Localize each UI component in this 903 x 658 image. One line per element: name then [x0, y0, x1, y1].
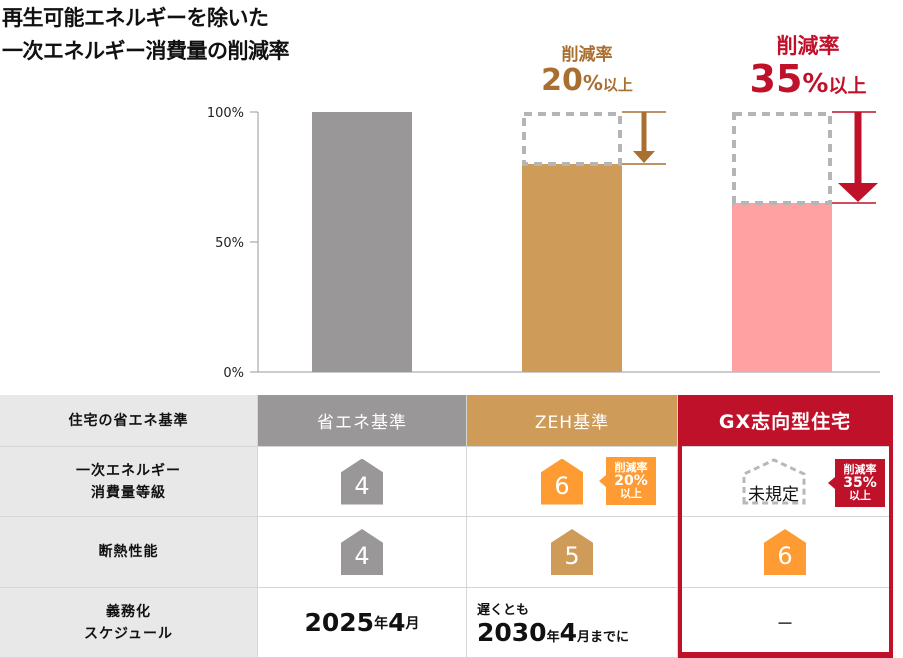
- callout-suffix: 以上: [602, 76, 633, 94]
- month: 4: [388, 608, 406, 637]
- energy-grade-zeh: 6 削減率 20% 以上: [467, 447, 678, 517]
- title-line-2: 一次エネルギー消費量の削減率: [2, 39, 290, 63]
- callout-value: 20: [541, 63, 583, 98]
- row-label-insulation: 断熱性能: [0, 517, 258, 588]
- house-grade-icon: 4: [341, 529, 383, 575]
- house-grade-icon: 4: [341, 458, 383, 505]
- callout-unit: %: [802, 69, 829, 99]
- y-tick-label: 50%: [215, 236, 244, 251]
- badge-label: 削減率: [843, 463, 877, 476]
- reduction-arrow-shaft: [641, 112, 647, 151]
- bar-chart: 0% 50% 100%: [207, 106, 880, 381]
- unspecified-label: 未規定: [748, 485, 799, 505]
- year: 2025: [304, 608, 375, 637]
- badge-label: 削減率: [614, 461, 648, 474]
- bar-1: [312, 112, 412, 372]
- chart-title: 再生可能エネルギーを除いた 一次エネルギー消費量の削減率: [2, 2, 290, 68]
- reduction-arrow-head: [633, 151, 655, 163]
- schedule-prefix: 遅くとも: [477, 602, 530, 618]
- y-tick-label: 0%: [223, 366, 244, 381]
- insulation-gx: 6: [678, 517, 893, 588]
- header-gx: GX志向型住宅: [678, 395, 893, 447]
- house-grade-icon: 6: [764, 529, 806, 575]
- dashed-house-icon: [742, 458, 806, 505]
- bar-2: [522, 164, 622, 372]
- schedule-zeh: 遅くとも 2030年4月までに: [467, 588, 678, 658]
- zeh-reduction-badge: 削減率 20% 以上: [599, 457, 656, 505]
- reduction-dashed-box: [522, 112, 622, 166]
- insulation-zeh: 5: [467, 517, 678, 588]
- reduction-arrow-head: [838, 183, 878, 202]
- reduction-dashed-box: [732, 112, 832, 205]
- standards-table: 住宅の省エネ基準 一次エネルギー 消費量等級 断熱性能 義務化 スケジュール 省…: [0, 395, 903, 658]
- badge-value: 20%: [614, 473, 648, 489]
- badge-suffix: 以上: [849, 489, 871, 502]
- energy-grade-standard: 4: [258, 447, 467, 517]
- schedule-standard: 2025 年 4 月: [258, 588, 467, 658]
- bar-3: [732, 203, 832, 372]
- callout-value: 35: [749, 57, 803, 101]
- gx-reduction-callout: 削減率 35%以上: [728, 30, 888, 99]
- year-suffix: 年: [374, 615, 389, 632]
- callout-suffix: 以上: [828, 75, 867, 97]
- insulation-standard: 4: [258, 517, 467, 588]
- row-label-schedule: 義務化 スケジュール: [0, 588, 258, 658]
- energy-grade-gx: 未規定 削減率 35% 以上: [678, 447, 893, 517]
- zeh-reduction-callout: 削減率 20%以上: [522, 40, 652, 97]
- badge-value: 35%: [843, 475, 877, 491]
- callout-unit: %: [582, 71, 603, 95]
- header-standard: 省エネ基準: [258, 395, 467, 447]
- house-grade-icon: 5: [551, 529, 593, 575]
- month: 4: [559, 617, 578, 647]
- month-suffix: 月までに: [577, 629, 630, 645]
- callout-label: 削減率: [776, 34, 840, 58]
- month-suffix: 月: [405, 615, 420, 632]
- header-zeh: ZEH基準: [467, 395, 678, 447]
- row-label-standard: 住宅の省エネ基準: [0, 395, 258, 447]
- title-line-1: 再生可能エネルギーを除いた: [2, 6, 269, 30]
- gx-reduction-badge: 削減率 35% 以上: [828, 459, 885, 507]
- badge-suffix: 以上: [620, 487, 642, 500]
- callout-label: 削減率: [561, 45, 613, 65]
- y-tick-label: 100%: [207, 106, 244, 121]
- year-suffix: 年: [546, 629, 560, 645]
- row-label-energy-grade: 一次エネルギー 消費量等級: [0, 447, 258, 517]
- year: 2030: [477, 617, 547, 647]
- schedule-gx: －: [678, 588, 893, 658]
- reduction-arrow-shaft: [854, 112, 862, 183]
- house-grade-icon: 6: [541, 458, 583, 505]
